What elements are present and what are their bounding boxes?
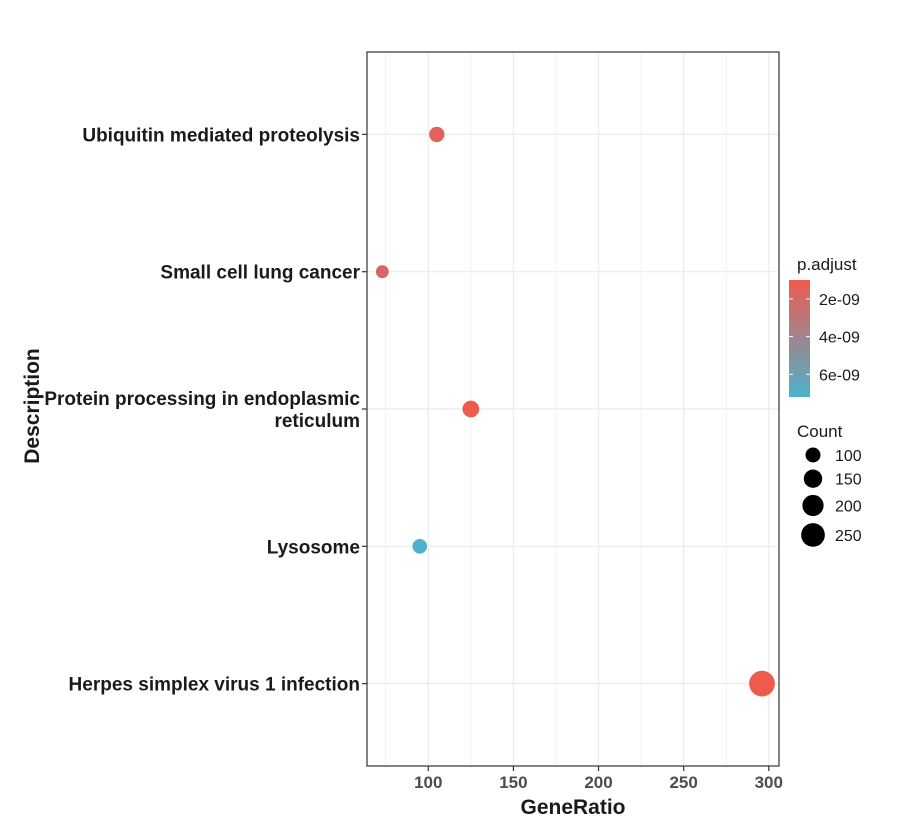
size-legend-key xyxy=(803,469,823,488)
x-axis-ticks: 100 150 200 250 300 xyxy=(414,766,783,792)
size-legend-title: Count xyxy=(797,422,843,441)
y-axis-ticks: Herpes simplex virus 1 infection Lysosome… xyxy=(44,125,367,696)
data-point xyxy=(429,126,445,143)
color-legend-label: 2e-09 xyxy=(819,292,860,309)
x-axis-title: GeneRatio xyxy=(520,796,625,817)
x-tick-label: 200 xyxy=(584,773,612,792)
data-point xyxy=(375,265,389,279)
data-point xyxy=(462,400,480,418)
size-legend-label: 200 xyxy=(835,498,862,515)
size-legend-label: 150 xyxy=(835,472,862,489)
grid-lines xyxy=(367,52,779,766)
y-tick-label: Protein processing in endoplasmic reticul… xyxy=(44,389,360,432)
size-legend-key xyxy=(802,494,824,517)
data-point xyxy=(749,670,775,697)
x-tick-label: 150 xyxy=(499,773,527,792)
size-legend: Count 100 150 200 250 xyxy=(797,422,862,547)
data-points xyxy=(375,126,775,697)
x-tick-label: 100 xyxy=(414,773,442,792)
x-tick-label: 250 xyxy=(669,773,697,792)
color-legend: p.adjust 2e-09 4e-09 6e-09 xyxy=(789,255,860,397)
y-tick-label: Herpes simplex virus 1 infection xyxy=(69,675,360,696)
size-legend-label: 100 xyxy=(835,448,862,465)
size-legend-key xyxy=(801,523,825,547)
color-legend-title: p.adjust xyxy=(797,255,857,274)
y-tick-label: Lysosome xyxy=(267,537,360,558)
y-tick-label: Small cell lung cancer xyxy=(160,263,360,284)
data-point xyxy=(412,538,428,554)
size-legend-key xyxy=(805,447,821,463)
y-axis-title: Description xyxy=(21,348,44,464)
y-tick-label: Ubiquitin mediated proteolysis xyxy=(82,125,360,146)
x-tick-label: 300 xyxy=(755,773,783,792)
color-legend-label: 6e-09 xyxy=(819,367,860,384)
size-legend-label: 250 xyxy=(835,528,862,545)
color-legend-label: 4e-09 xyxy=(819,330,860,347)
color-legend-bar xyxy=(789,280,810,397)
